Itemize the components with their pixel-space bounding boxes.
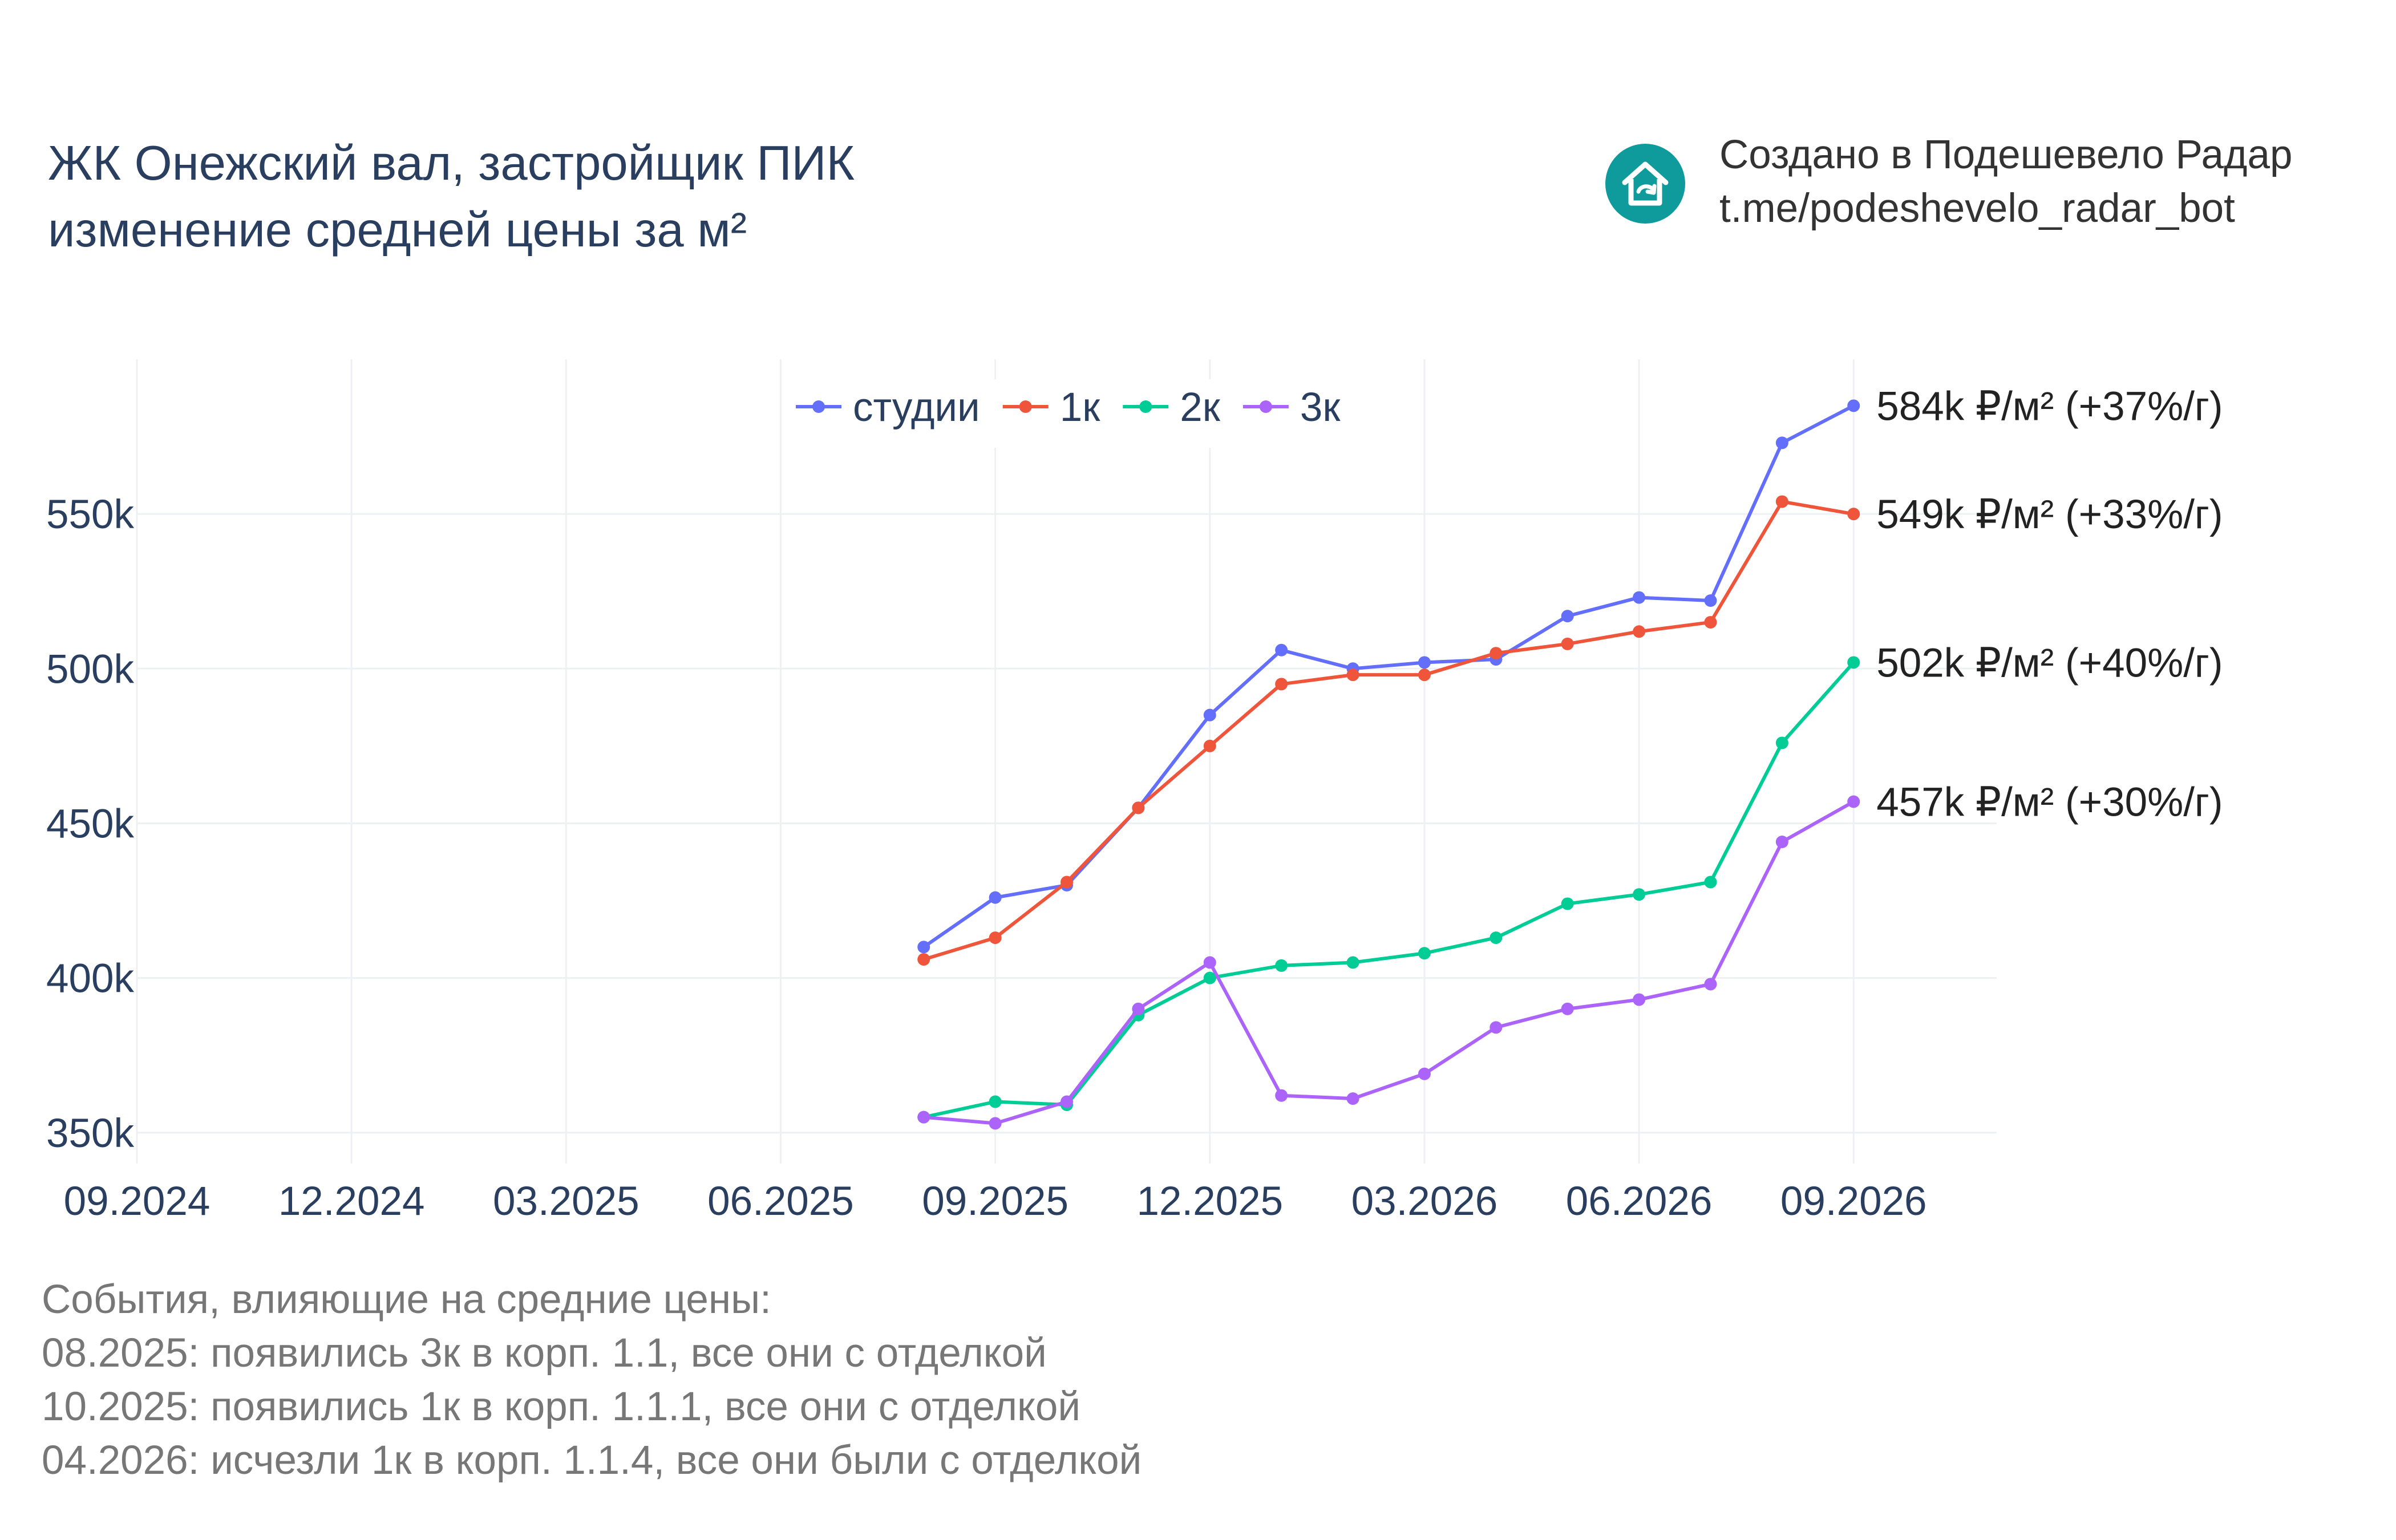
data-point: [1561, 637, 1574, 650]
event-item: 08.2025: появились 3к в корп. 1.1, все о…: [42, 1331, 1047, 1376]
y-tick-label: 550k: [46, 492, 134, 537]
house-icon: [1605, 144, 1685, 224]
x-tick-label: 09.2026: [1780, 1179, 1927, 1224]
data-point: [1203, 739, 1216, 752]
data-point: [989, 931, 1002, 945]
data-point: [917, 941, 930, 954]
data-point: [1275, 678, 1288, 691]
data-point: [1418, 656, 1431, 669]
y-tick-label: 400k: [46, 957, 134, 1002]
chart-title-line-1: ЖК Онежский вал, застройщик ПИК: [48, 136, 855, 191]
data-point: [1704, 876, 1717, 889]
legend-marker: [1019, 400, 1032, 413]
x-tick-label: 12.2024: [278, 1179, 425, 1224]
end-label: 457k ₽/м² (+30%/г): [1876, 780, 2223, 825]
data-point: [1847, 508, 1860, 521]
data-point: [1561, 897, 1574, 910]
x-tick-label: 06.2026: [1566, 1179, 1713, 1224]
data-point: [1346, 668, 1359, 682]
data-point: [989, 1117, 1002, 1130]
chart-subtitle: изменение средней цены за м²: [48, 203, 747, 257]
legend-marker: [1139, 400, 1152, 413]
data-point: [1704, 594, 1717, 607]
chart-title: ЖК Онежский вал, застройщик ПИК изменени…: [48, 130, 855, 264]
event-item: 04.2026: исчезли 1к в корп. 1.1.4, все о…: [42, 1438, 1142, 1483]
data-point: [1775, 836, 1788, 848]
data-point: [1203, 971, 1216, 984]
y-tick-label: 450k: [46, 801, 134, 846]
data-point: [1704, 615, 1717, 629]
data-point: [1775, 736, 1788, 749]
data-point: [1275, 959, 1288, 972]
data-point: [1633, 591, 1646, 604]
end-label: 549k ₽/м² (+33%/г): [1876, 492, 2223, 537]
legend-label: студии: [853, 385, 980, 430]
x-tick-label: 06.2025: [707, 1179, 854, 1224]
end-label: 584k ₽/м² (+37%/г): [1876, 384, 2223, 429]
x-tick-label: 09.2024: [64, 1179, 211, 1224]
data-point: [1561, 610, 1574, 623]
data-point: [1704, 978, 1717, 991]
y-tick-label: 500k: [46, 647, 134, 692]
series-line-студии: [922, 404, 1855, 949]
data-point: [1203, 956, 1216, 969]
legend-marker: [812, 400, 825, 413]
data-point: [1275, 643, 1288, 656]
legend-label: 1к: [1060, 385, 1100, 430]
data-point: [1633, 888, 1646, 901]
x-tick-label: 03.2026: [1351, 1179, 1498, 1224]
data-point: [1418, 947, 1431, 960]
x-tick-label: 03.2025: [493, 1179, 640, 1224]
data-point: [1132, 801, 1145, 814]
events-heading: События, влияющие на средние цены:: [42, 1277, 771, 1322]
data-point: [1346, 1092, 1359, 1105]
data-point: [989, 891, 1002, 904]
data-point: [1633, 625, 1646, 638]
credit-line-1: Создано в Подешевело Радар: [1719, 132, 2293, 177]
data-point: [1847, 399, 1860, 412]
data-point: [1561, 1002, 1574, 1015]
data-point: [1275, 1089, 1288, 1102]
event-item: 10.2025: появились 1к в корп. 1.1.1, все…: [42, 1384, 1081, 1429]
data-point: [1203, 708, 1216, 722]
series-line-2к: [923, 661, 1855, 1119]
y-tick-label: 350k: [46, 1111, 134, 1156]
series-line-1к: [923, 500, 1854, 961]
legend-background: [782, 379, 1352, 448]
data-point: [1061, 1095, 1073, 1108]
legend-label: 3к: [1300, 385, 1341, 430]
data-point: [1775, 436, 1788, 449]
events-note: События, влияющие на средние цены: 08.20…: [42, 1273, 1142, 1488]
data-point: [1633, 993, 1646, 1006]
data-point: [1490, 1021, 1503, 1034]
series-line-3к: [923, 800, 1855, 1125]
x-tick-label: 09.2025: [922, 1179, 1069, 1224]
data-point: [1418, 668, 1431, 682]
data-point: [1132, 1002, 1145, 1015]
x-tick-label: 12.2025: [1136, 1179, 1283, 1224]
credit-block: Создано в Подешевело Радар t.me/podeshev…: [1605, 128, 2364, 242]
legend-label: 2к: [1180, 385, 1220, 430]
data-point: [1847, 656, 1860, 669]
end-label: 502k ₽/м² (+40%/г): [1876, 641, 2223, 686]
data-point: [917, 953, 930, 966]
data-point: [1418, 1067, 1431, 1080]
data-point: [1490, 931, 1503, 945]
data-point: [1847, 795, 1860, 808]
data-point: [1061, 876, 1073, 889]
data-point: [1346, 956, 1359, 969]
data-point: [1775, 495, 1788, 508]
legend-marker: [1259, 400, 1272, 413]
data-point: [1490, 647, 1503, 660]
data-point: [917, 1111, 930, 1124]
data-point: [989, 1095, 1002, 1108]
credit-link[interactable]: t.me/podeshevelo_radar_bot: [1719, 186, 2235, 231]
